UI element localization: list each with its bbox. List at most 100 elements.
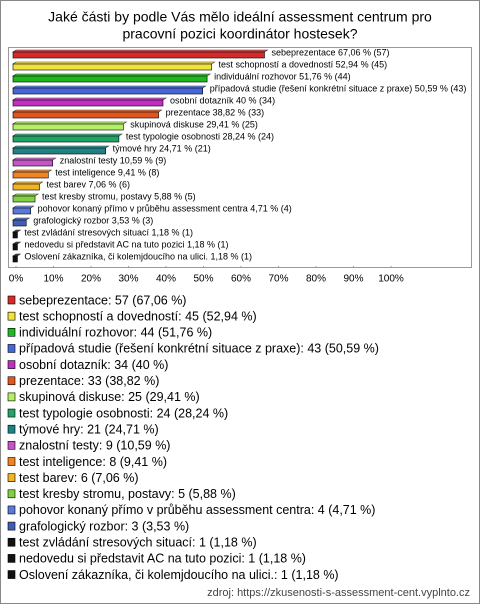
value-label: pohovor konaný přímo v průběhu assessmen…: [38, 203, 292, 213]
value-label: osobní dotazník 40 % (34): [170, 95, 275, 105]
x-tick-label: 70%: [268, 274, 288, 285]
bar-top: [12, 121, 128, 125]
legend-swatch: [7, 441, 16, 450]
bar-top: [12, 205, 35, 209]
legend-label: test zvládání stresových situací: 1 (1,1…: [19, 536, 257, 550]
value-label: případová studie (řešení konkrétní situa…: [210, 83, 467, 93]
x-tick-label: 40%: [156, 274, 176, 285]
legend-swatch: [7, 521, 16, 531]
legend-swatch: [7, 489, 16, 499]
legend-swatch: [7, 327, 16, 337]
legend-swatch: [7, 360, 16, 369]
legend-label: případová studie (řešení konkrétní situa…: [19, 342, 379, 356]
x-tick-label: 100%: [378, 274, 404, 285]
legend-label: test schopností a dovedností: 45 (52,94 …: [19, 309, 257, 323]
bar-top: [12, 73, 212, 77]
x-tick-label: 50%: [193, 274, 213, 285]
chart-title: Jaké části by podle Vás mělo ideální ass…: [48, 9, 432, 25]
bar-top: [12, 181, 44, 185]
legend-swatch: [7, 457, 16, 466]
bar: [12, 159, 54, 167]
legend-label: test inteligence: 8 (9,41 %): [19, 455, 167, 469]
value-label: prezentace 38,82 % (33): [166, 107, 265, 117]
legend-swatch: [7, 392, 16, 402]
bar: [12, 75, 208, 83]
value-label: test inteligence 9,41 % (8): [55, 167, 159, 177]
legend-label: týmové hry: 21 (24,71 %): [19, 422, 159, 436]
x-tick-label: 60%: [231, 274, 251, 285]
legend-label: test barev: 6 (7,06 %): [19, 471, 139, 485]
value-label: znalostní testy 10,59 % (9): [60, 155, 167, 165]
value-label: nedovedu si představit AC na tuto pozici…: [24, 239, 228, 249]
legend-label: pohovor konaný přímo v průběhu assessmen…: [19, 503, 375, 517]
x-tick-label: 0%: [9, 274, 24, 285]
value-label: test zvládání stresových situací 1,18 % …: [24, 227, 193, 237]
legend-label: nedovedu si představit AC na tuto pozici…: [19, 552, 306, 566]
bar: [12, 171, 49, 179]
x-tick-label: 10%: [43, 274, 63, 285]
legend-label: prezentace: 33 (38,82 %): [19, 374, 159, 388]
bar: [12, 63, 212, 71]
value-label: test schopností a dovedností 52,94 % (45…: [219, 59, 388, 69]
legend-label: skupinová diskuse: 25 (29,41 %): [19, 390, 200, 404]
bar: [12, 195, 36, 203]
bar: [12, 123, 124, 131]
bar: [12, 243, 18, 251]
bar-top: [12, 85, 207, 89]
legend-swatch: [7, 424, 16, 434]
bar-top: [12, 133, 123, 137]
bar-top: [12, 169, 53, 173]
legend-label: grafologický rozbor: 3 (3,53 %): [19, 519, 189, 533]
bar-top: [12, 145, 110, 149]
legend-swatch: [7, 376, 16, 386]
legend-swatch: [7, 408, 16, 418]
bar: [12, 183, 40, 191]
value-label: grafologický rozbor 3,53 % (3): [33, 215, 153, 225]
value-label: sebeprezentace 67,06 % (57): [271, 47, 389, 57]
value-label: týmové hry 24,71 % (21): [113, 143, 211, 153]
x-tick-label: 30%: [118, 274, 138, 285]
legend-swatch: [7, 473, 16, 482]
bar-top: [12, 109, 163, 113]
legend-label: osobní dotazník: 34 (40 %): [19, 358, 168, 372]
legend-swatch: [7, 537, 16, 547]
legend-label: znalostní testy: 9 (10,59 %): [19, 439, 170, 453]
x-tick-label: 90%: [343, 274, 363, 285]
bar: [12, 87, 204, 95]
legend-swatch: [7, 505, 16, 515]
bar: [12, 51, 265, 59]
bar: [12, 231, 18, 239]
bar: [12, 111, 159, 119]
bar-top: [12, 193, 40, 197]
bar: [12, 99, 164, 107]
legend-label: test typologie osobnosti: 24 (28,24 %): [19, 406, 228, 420]
legend-swatch: [7, 295, 16, 305]
bar: [12, 147, 106, 155]
bar: [12, 135, 120, 143]
value-label: skupinová diskuse 29,41 % (25): [130, 119, 258, 129]
x-tick-label: 20%: [81, 274, 101, 285]
bar: [12, 207, 31, 215]
bar-top: [12, 157, 57, 161]
legend-swatch: [7, 344, 16, 353]
bar: [12, 255, 18, 263]
x-tick-label: 80%: [306, 274, 326, 285]
legend-swatch: [7, 554, 16, 563]
legend-swatch: [7, 311, 16, 321]
legend-label: Oslovení zákazníka, či kolemjdoucího na …: [19, 568, 339, 582]
source: zdroj: https://zkusenosti-s-assessment-c…: [207, 587, 470, 599]
chart-title: pracovní pozici koordinátor hostesek?: [122, 26, 357, 42]
plot-frame: [8, 47, 472, 268]
value-label: individuální rozhovor 51,76 % (44): [214, 71, 351, 81]
value-label: test typologie osobnosti 28,24 % (24): [126, 131, 274, 141]
value-label: Oslovení zákazníka, či kolemjdoucího na …: [24, 251, 252, 261]
bar-top: [12, 217, 31, 221]
bar: [12, 219, 27, 227]
bar-top: [12, 97, 167, 101]
legend-swatch: [7, 570, 16, 579]
legend-label: test kresby stromu, postavy: 5 (5,88 %): [19, 487, 236, 501]
value-label: test kresby stromu, postavy 5,88 % (5): [42, 191, 196, 201]
legend-label: sebeprezentace: 57 (67,06 %): [19, 293, 186, 307]
value-label: test barev 7,06 % (6): [46, 179, 130, 189]
